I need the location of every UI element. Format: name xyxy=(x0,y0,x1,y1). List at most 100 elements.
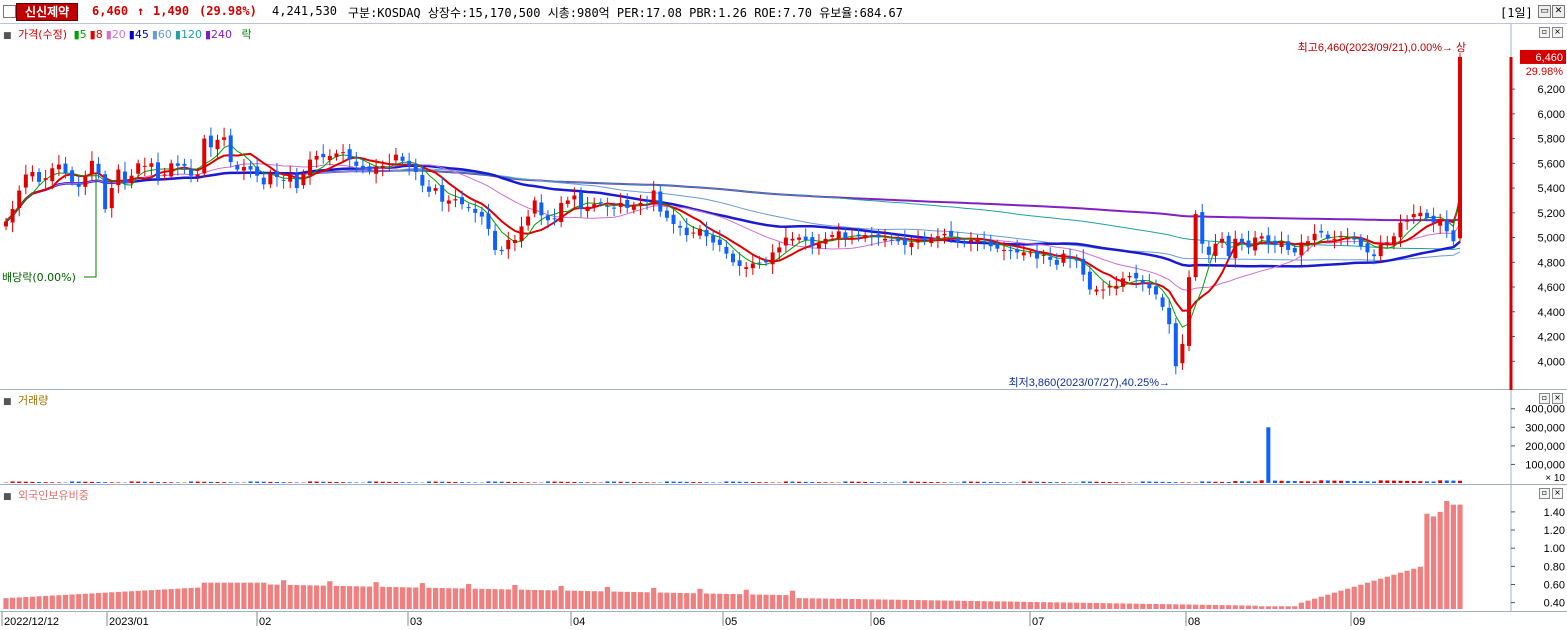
foreign-ratio-bar xyxy=(505,589,511,609)
foreign-ratio-bar xyxy=(1424,513,1430,609)
ma-legend-8[interactable]: ▮8 xyxy=(89,28,103,41)
volume-bar xyxy=(578,482,583,483)
candle-body xyxy=(241,167,246,171)
candle-body xyxy=(922,238,927,241)
legend-ex-dividend[interactable]: 락 xyxy=(241,28,252,41)
volume-bar xyxy=(651,482,656,483)
x-tick-label: 2022/12/12 xyxy=(4,616,59,628)
stock-name-badge[interactable]: 신신제약 xyxy=(16,3,79,21)
foreign-ratio-bar xyxy=(902,599,908,609)
foreign-ratio-bar xyxy=(532,589,538,609)
foreign-ratio-bar xyxy=(1358,584,1364,609)
candle-body xyxy=(711,235,716,243)
candle-body xyxy=(426,186,431,192)
maximize-panel-icon[interactable]: ▫ xyxy=(1539,27,1550,38)
candle-body xyxy=(374,167,379,174)
foreign-ratio-bar xyxy=(1212,604,1219,609)
candle-body xyxy=(321,153,326,158)
volume-bar xyxy=(453,482,458,483)
volume-bar xyxy=(988,482,993,483)
candle-body xyxy=(413,163,418,172)
volume-bar xyxy=(50,482,55,483)
volume-title[interactable]: 거래량 xyxy=(18,394,49,407)
volume-bar xyxy=(367,481,372,483)
foreign-ratio-bar xyxy=(347,586,353,609)
candle-body xyxy=(757,262,762,264)
ma-legend-20[interactable]: ▮20 xyxy=(105,28,126,41)
foreign-title[interactable]: 외국인보유비중 xyxy=(18,489,89,502)
candle-body xyxy=(367,166,372,171)
foreign-ratio-bar xyxy=(1126,603,1133,609)
current-price-marker xyxy=(1520,49,1566,64)
foreign-ratio-bar xyxy=(102,592,108,609)
ma-legend-45[interactable]: ▮45 xyxy=(128,28,149,41)
volume-value: 4,241,530 xyxy=(272,4,338,18)
maximize-panel-icon[interactable]: ▫ xyxy=(1539,488,1550,499)
candle-body xyxy=(1081,258,1086,275)
volume-chart[interactable]: 400,000 300,000 200,000 100,000 × 10 xyxy=(0,390,1567,485)
close-panel-icon[interactable]: × xyxy=(1552,27,1563,38)
candle-body xyxy=(228,135,233,163)
foreign-ratio-bar xyxy=(1265,606,1271,609)
volume-bar xyxy=(512,482,517,483)
foreign-ratio-bar xyxy=(1100,603,1106,609)
volume-bar xyxy=(565,481,570,483)
volume-bar xyxy=(202,481,207,483)
foreign-ratio-bar xyxy=(922,600,928,609)
select-checkbox[interactable] xyxy=(3,5,16,18)
volume-bar xyxy=(684,481,689,483)
candle-body xyxy=(1153,286,1158,295)
candle-body xyxy=(1074,259,1079,261)
candle-body xyxy=(512,240,517,243)
candle-body xyxy=(360,165,365,169)
foreign-ratio-bar xyxy=(1107,603,1113,609)
limit-up-tag: 상 xyxy=(1456,41,1466,54)
foreign-ratio-bar xyxy=(710,593,716,609)
close-panel-icon[interactable]: × xyxy=(1552,393,1563,404)
foreign-ratio-bar xyxy=(631,591,637,609)
volume-bar xyxy=(1292,481,1297,483)
legend-price-title[interactable]: 가격(수정) xyxy=(18,28,68,41)
foreign-ratio-bar xyxy=(1378,578,1384,609)
y-tick-label: 5,600 xyxy=(1537,158,1565,170)
y-tick-label: 5,400 xyxy=(1537,183,1565,195)
maximize-panel-icon[interactable]: ▫ xyxy=(1539,393,1550,404)
volume-bar xyxy=(876,482,881,483)
legend-handle-icon[interactable]: ■ xyxy=(3,31,12,41)
price-chart[interactable]: 6,200 6,000 5,800 5,600 5,400 5,200 5,000 4,800… xyxy=(0,24,1567,390)
foreign-ratio-bar xyxy=(1080,602,1086,609)
volume-bar xyxy=(222,482,227,483)
foreign-ratio-bar xyxy=(1054,602,1060,609)
minimize-icon[interactable]: ▭ xyxy=(1538,5,1551,18)
foreign-ratio-bar xyxy=(1133,603,1139,609)
ma-legend-60[interactable]: ▮60 xyxy=(151,28,172,41)
foreign-ratio-bar xyxy=(1457,504,1463,609)
foreign-ratio-chart[interactable]: 1.40 1.20 1.00 0.80 0.60 0.40 xyxy=(0,485,1567,612)
foreign-ratio-bar xyxy=(1444,501,1450,609)
volume-bar xyxy=(1259,480,1264,483)
legend-handle-icon[interactable]: ■ xyxy=(3,492,12,502)
candle-body xyxy=(896,239,901,242)
candle-body xyxy=(935,236,940,239)
volume-bar xyxy=(1028,481,1033,483)
foreign-ratio-bar xyxy=(492,589,498,609)
volume-bar xyxy=(1272,480,1277,483)
volume-bar xyxy=(1299,481,1304,483)
ma-legend-240[interactable]: ▮240 xyxy=(204,28,233,41)
foreign-ratio-bar xyxy=(1087,602,1093,609)
close-panel-icon[interactable]: × xyxy=(1552,488,1563,499)
volume-bar xyxy=(1352,481,1357,483)
foreign-ratio-bar xyxy=(399,587,406,609)
candle-body xyxy=(499,249,504,252)
foreign-ratio-bar xyxy=(1219,605,1225,609)
candle-body xyxy=(195,174,200,177)
foreign-ratio-bar xyxy=(789,590,796,609)
ma-legend-5[interactable]: ▮5 xyxy=(73,28,87,41)
candle-body xyxy=(803,236,808,241)
foreign-ratio-bar xyxy=(677,592,683,609)
period-selector[interactable]: [1일] xyxy=(1500,6,1533,20)
legend-handle-icon[interactable]: ■ xyxy=(3,397,12,407)
volume-bar xyxy=(413,482,418,483)
close-icon[interactable]: ✕ xyxy=(1552,5,1565,18)
ma-legend-120[interactable]: ▮120 xyxy=(174,28,202,41)
